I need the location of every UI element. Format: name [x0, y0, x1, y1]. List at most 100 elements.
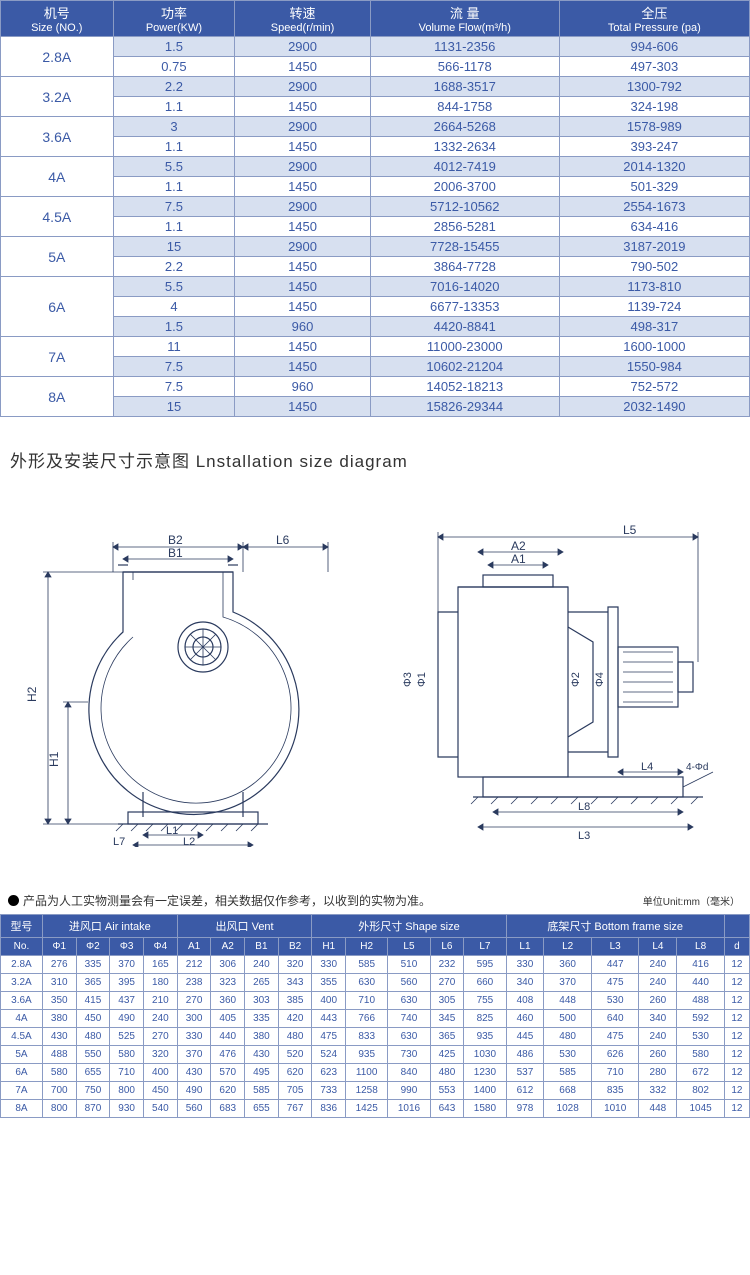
dim-cell: 475 [312, 1028, 346, 1046]
spec-cell: 1450 [235, 137, 370, 157]
spec-cell: 1450 [235, 297, 370, 317]
dim-cell: 1400 [464, 1082, 506, 1100]
dim-cell: 700 [42, 1082, 76, 1100]
lbl-phi4: Φ4 [594, 672, 606, 687]
dim-cell: 323 [211, 974, 245, 992]
dim-cell: 683 [211, 1100, 245, 1118]
dim-cell: 305 [430, 992, 464, 1010]
lbl-l5: L5 [623, 523, 637, 537]
dim-cell: 800 [42, 1100, 76, 1118]
dim-sub-header: A1 [177, 938, 211, 956]
dim-cell: 408 [506, 992, 544, 1010]
dim-cell: 12 [724, 1046, 749, 1064]
bullet-icon [8, 895, 19, 906]
spec-cell: 4012-7419 [370, 157, 559, 177]
dim-cell: 3.6A [1, 992, 43, 1010]
dim-cell: 836 [312, 1100, 346, 1118]
dim-cell: 630 [346, 974, 388, 992]
spec-cell: 4 [113, 297, 235, 317]
spec-cell: 7016-14020 [370, 277, 559, 297]
dim-cell: 445 [506, 1028, 544, 1046]
lbl-l3: L3 [578, 830, 590, 842]
spec-cell: 994-606 [559, 37, 749, 57]
spec-cell: 1450 [235, 257, 370, 277]
dim-cell: 416 [677, 956, 725, 974]
spec-cell: 1332-2634 [370, 137, 559, 157]
dim-cell: 437 [110, 992, 144, 1010]
spec-cell: 1600-1000 [559, 337, 749, 357]
dim-cell: 480 [430, 1064, 464, 1082]
spec-cell: 1139-724 [559, 297, 749, 317]
model-cell: 3.2A [1, 77, 114, 117]
model-cell: 6A [1, 277, 114, 337]
dim-cell: 560 [177, 1100, 211, 1118]
dim-cell: 448 [639, 1100, 677, 1118]
dim-cell: 2.8A [1, 956, 43, 974]
dim-sub-header: L1 [506, 938, 544, 956]
dim-cell: 450 [144, 1082, 178, 1100]
lbl-l8: L8 [578, 801, 590, 813]
spec-cell: 15 [113, 237, 235, 257]
dim-group-header [724, 915, 749, 938]
spec-cell: 1.1 [113, 137, 235, 157]
spec-header: 功率Power(KW) [113, 1, 235, 37]
dim-cell: 415 [76, 992, 110, 1010]
spec-cell: 15826-29344 [370, 397, 559, 417]
dim-group-header: 底架尺寸 Bottom frame size [506, 915, 724, 938]
dim-cell: 265 [245, 974, 279, 992]
dim-cell: 524 [312, 1046, 346, 1064]
dim-sub-header: H1 [312, 938, 346, 956]
spec-cell: 2900 [235, 157, 370, 177]
dim-cell: 450 [76, 1010, 110, 1028]
dim-sub-header: Φ2 [76, 938, 110, 956]
dim-group-header: 外形尺寸 Shape size [312, 915, 506, 938]
spec-cell: 0.75 [113, 57, 235, 77]
diagram-left: B2 B1 L6 H2 H1 L1 L2 L7 [18, 517, 348, 847]
spec-cell: 634-416 [559, 217, 749, 237]
spec-cell: 1450 [235, 57, 370, 77]
dim-cell: 440 [211, 1028, 245, 1046]
dim-sub-header: L6 [430, 938, 464, 956]
lbl-b2: B2 [168, 533, 183, 547]
dim-cell: 335 [245, 1010, 279, 1028]
dim-cell: 595 [464, 956, 506, 974]
dim-sub-header: B1 [245, 938, 279, 956]
dim-cell: 330 [506, 956, 544, 974]
dim-cell: 306 [211, 956, 245, 974]
spec-cell: 960 [235, 317, 370, 337]
lbl-b1: B1 [168, 546, 183, 560]
dim-cell: 1100 [346, 1064, 388, 1082]
spec-cell: 1450 [235, 357, 370, 377]
dim-cell: 340 [506, 974, 544, 992]
dim-cell: 370 [544, 974, 592, 992]
spec-cell: 11 [113, 337, 235, 357]
dim-cell: 240 [639, 1028, 677, 1046]
dim-sub-header: L7 [464, 938, 506, 956]
spec-cell: 2014-1320 [559, 157, 749, 177]
dim-cell: 420 [278, 1010, 312, 1028]
dim-cell: 620 [278, 1064, 312, 1082]
dim-cell: 530 [677, 1028, 725, 1046]
dim-cell: 1425 [346, 1100, 388, 1118]
dim-cell: 1016 [388, 1100, 430, 1118]
spec-cell: 393-247 [559, 137, 749, 157]
spec-cell: 2900 [235, 117, 370, 137]
model-cell: 2.8A [1, 37, 114, 77]
dim-cell: 530 [591, 992, 639, 1010]
spec-cell: 498-317 [559, 317, 749, 337]
dim-sub-header: Φ1 [42, 938, 76, 956]
spec-cell: 1450 [235, 217, 370, 237]
dim-cell: 1580 [464, 1100, 506, 1118]
dim-cell: 240 [639, 974, 677, 992]
spec-cell: 497-303 [559, 57, 749, 77]
dim-cell: 360 [544, 956, 592, 974]
lbl-a2: A2 [511, 539, 526, 553]
section-title: 外形及安装尺寸示意图 Lnstallation size diagram [10, 447, 750, 472]
spec-cell: 14052-18213 [370, 377, 559, 397]
spec-cell: 3 [113, 117, 235, 137]
dim-cell: 240 [245, 956, 279, 974]
dim-cell: 480 [544, 1028, 592, 1046]
dim-cell: 835 [591, 1082, 639, 1100]
spec-cell: 1450 [235, 277, 370, 297]
dim-cell: 320 [144, 1046, 178, 1064]
